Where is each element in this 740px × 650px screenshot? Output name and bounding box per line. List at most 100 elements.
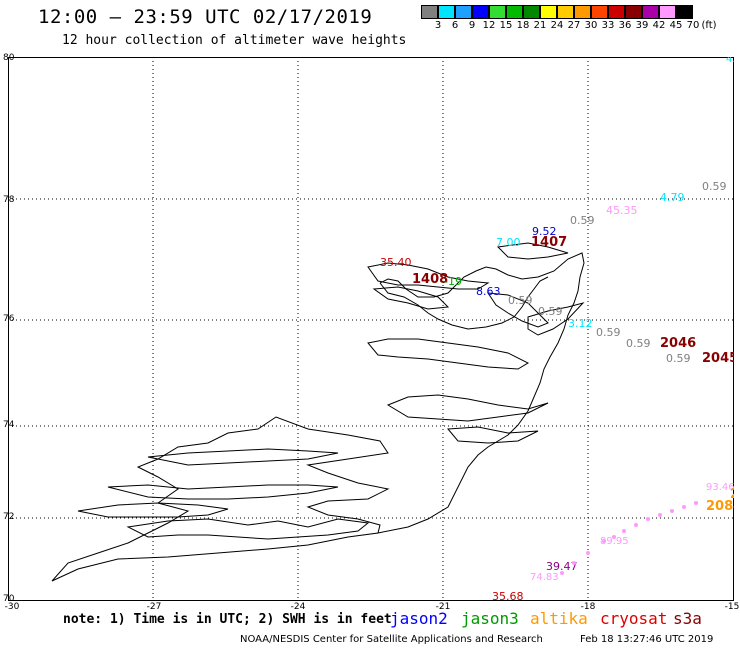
color-scale-label-33: 33 [601,20,615,31]
lon-label-27: -27 [146,602,162,612]
color-scale-label-27: 27 [567,20,581,31]
color-scale-label-30: 30 [584,20,598,31]
color-scale-unit: (ft) [701,20,717,31]
color-swatch-12 [472,5,489,19]
credit-line: NOAA/NESDIS Center for Satellite Applica… [240,634,543,645]
track-point [602,539,606,543]
greenland-coastline [51,242,585,582]
satellite-legend-s3a: s3a [673,609,702,628]
color-scale-label-45: 45 [669,20,683,31]
wave-height-label: 35.68 [492,590,524,601]
color-swatch-30 [574,5,591,19]
wave-height-label: 0.59 [626,337,651,350]
wave-height-label: 2 [730,487,734,502]
wave-height-label: 0.59 [596,326,621,339]
lat-label-78: 78 [3,195,15,205]
wave-height-label: 3.12 [568,317,593,330]
satellite-legend-altika: altika [530,609,588,628]
satellite-legend-jason2: jason2 [390,609,448,628]
color-scale-label-42: 42 [652,20,666,31]
color-scale-label-70: 70 [686,20,700,31]
color-scale-label-18: 18 [516,20,530,31]
color-scale-legend: 3 6 9 12 15 18 21 24 27 30 33 36 39 42 45 70 (ft) [421,5,729,33]
wave-height-label: 1407 [531,235,567,250]
color-scale-label-9: 9 [468,20,476,31]
map-frame [8,57,734,601]
color-scale-label-3: 3 [434,20,442,31]
page-title: 12:00 – 23:59 UTC 02/17/2019 [38,6,373,28]
wave-height-label: 2045 [702,351,734,366]
wave-height-label: 74.83 [530,572,559,583]
color-swatch-42 [642,5,659,19]
lon-label-15: -15 [724,602,740,612]
color-swatch-27 [557,5,574,19]
lon-label-30: -30 [4,602,20,612]
color-swatch-3 [421,5,438,19]
track-point [572,561,576,565]
color-scale-label-21: 21 [533,20,547,31]
color-scale-label-36: 36 [618,20,632,31]
wave-height-label: 0.59 [570,214,595,227]
wave-height-label: 7.00 [496,236,521,249]
wave-height-label: 39.47 [546,560,578,573]
color-swatch-18 [506,5,523,19]
satellite-legend-cryosat: cryosat [600,609,668,628]
track-point [670,509,674,513]
wave-height-label: 93.46 [706,482,734,493]
wave-height-label: 2046 [660,336,696,351]
wave-height-label: 4.79 [660,191,685,204]
wave-height-label: -19 [444,275,462,288]
wave-height-label: 0.59 [702,180,727,193]
color-scale-label-24: 24 [550,20,564,31]
track-point [682,505,686,509]
lat-label-72: 72 [3,512,15,522]
wave-height-labels: 4.7 0.59 4.79 45.35 0.59 9.52 7.00 1407 35.40140… [380,57,734,601]
wave-height-label: 89.95 [600,536,629,547]
lon-label-24: -24 [290,602,306,612]
lat-label-74: 74 [3,420,15,430]
wave-height-label: 0.59 [508,294,533,307]
wave-height-label: 9.52 [532,225,557,238]
color-swatch-6 [438,5,455,19]
wave-height-label: 2084 [706,499,734,514]
color-swatch-45 [659,5,676,19]
color-scale-label-15: 15 [499,20,513,31]
track-point [612,535,616,539]
track-point [634,523,638,527]
color-scale-label-6: 6 [451,20,459,31]
lon-label-18: -18 [580,602,596,612]
color-swatch-21 [523,5,540,19]
lat-label-80: 80 [3,53,15,63]
satellite-legend-jason3: jason3 [461,609,519,628]
color-swatch-39 [625,5,642,19]
color-scale-label-39: 39 [635,20,649,31]
wave-height-label: 1408 [412,272,448,287]
wave-height-label: 35.40 [380,256,412,269]
color-swatch-36 [608,5,625,19]
wave-height-label: 8.63 [476,285,501,298]
color-swatch-70 [676,5,693,19]
wave-height-label: 0.59 [666,352,691,365]
color-swatch-15 [489,5,506,19]
track-point [586,551,590,555]
track-point [658,513,662,517]
wave-height-label: 0.59 [538,305,563,318]
color-scale-labels: 3 6 9 12 15 18 21 24 27 30 33 36 39 42 45 70 (ft) [421,19,729,31]
page-subtitle: 12 hour collection of altimeter wave hei… [62,33,407,48]
wave-height-map: 4.7 0.59 4.79 45.35 0.59 9.52 7.00 1407 35.40140… [8,57,734,601]
color-swatch-24 [540,5,557,19]
track-point [646,517,650,521]
color-scale-swatches [421,5,729,19]
color-scale-label-12: 12 [482,20,496,31]
track-point [622,529,626,533]
track-point [694,501,698,505]
track-point [560,571,564,575]
lat-label-70: 70 [3,594,15,604]
color-swatch-33 [591,5,608,19]
color-swatch-9 [455,5,472,19]
graticule [8,57,734,601]
units-note: note: 1) Time is in UTC; 2) SWH is in fe… [63,612,392,627]
generated-timestamp: Feb 18 13:27:46 UTC 2019 [580,634,714,645]
wave-height-label: 45.35 [606,204,638,217]
lon-label-21: -21 [435,602,451,612]
